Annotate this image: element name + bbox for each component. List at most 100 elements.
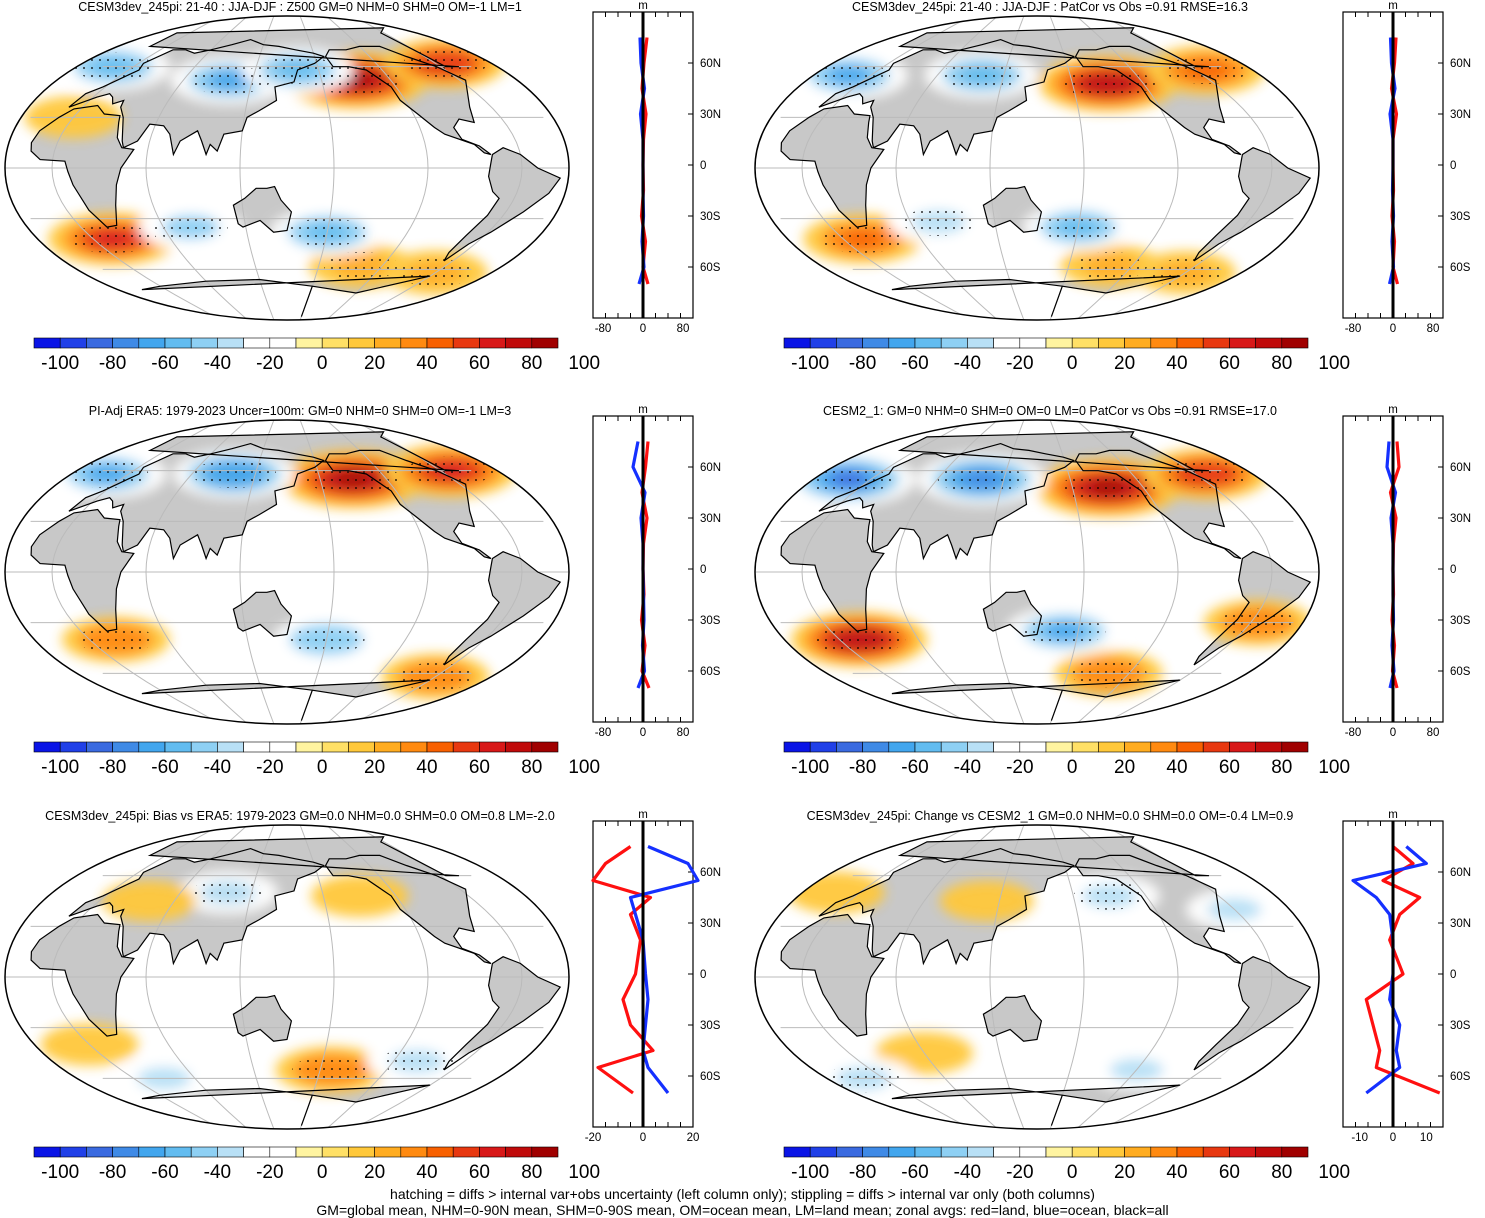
colorbar-label: 60 <box>1219 1162 1240 1183</box>
graticule-lon <box>326 16 429 320</box>
world-map <box>4 15 570 321</box>
zonal-lat-label: 30S <box>700 615 721 627</box>
colorbar-swatch <box>138 1146 166 1158</box>
map-border <box>4 419 570 725</box>
graticule-lon <box>989 16 1025 320</box>
zonal-lat-label: 60S <box>700 262 721 274</box>
coastline-eurasia <box>68 442 325 561</box>
stippling-8 <box>902 208 975 237</box>
colorbar-swatch <box>452 337 480 349</box>
colorbar-swatch <box>348 741 375 753</box>
colorbar-swatch <box>914 1146 942 1158</box>
zonal-lat-label: 30N <box>1450 109 1471 121</box>
map-body <box>755 825 1319 1129</box>
colorbar-swatch <box>426 741 454 753</box>
colorbar-label: 0 <box>1067 353 1078 374</box>
colorbar-label: -80 <box>99 1162 126 1183</box>
land-greenland <box>150 836 459 876</box>
colorbar-swatch <box>86 741 113 753</box>
zonal-lat-label: 60S <box>700 666 721 678</box>
zonal-mean-plot: m -80 0 80 60N 30N 0 30S 60S <box>592 0 721 335</box>
stippling-0 <box>1073 881 1146 910</box>
graticule-lon <box>1102 825 1273 1129</box>
colorbar-swatch <box>1045 337 1073 349</box>
panel-title: CESM3dev_245pi: 21-40 : JJA-DJF : Z500 G… <box>78 0 522 14</box>
coastline-africa <box>30 104 135 228</box>
zonal-x-tick-label: 80 <box>677 323 690 335</box>
coastline-antarctica <box>141 275 431 317</box>
colorbar-swatch <box>1045 741 1073 753</box>
coastline-australia <box>232 994 293 1042</box>
colorbar-label: -60 <box>901 757 928 778</box>
colorbar-label: 60 <box>1219 353 1240 374</box>
colorbar-swatch <box>295 337 323 349</box>
colorbar-label: 40 <box>416 353 437 374</box>
land-africa <box>781 509 884 632</box>
colorbar-swatch <box>33 337 61 349</box>
panel-title: PI-Adj ERA5: 1979-2023 Uncer=100m: GM=0 … <box>88 404 512 418</box>
colorbar-label: -40 <box>204 1162 231 1183</box>
coastline-australia <box>232 589 293 637</box>
zonal-lat-label: 60N <box>1450 867 1471 879</box>
graticule-lon <box>1102 16 1273 320</box>
world-map <box>754 15 1320 321</box>
colorbar-label: 20 <box>1114 353 1135 374</box>
colorbar-swatch <box>914 741 942 753</box>
colorbar-swatch <box>862 337 890 349</box>
coastline-south-america <box>443 956 562 1071</box>
colorbar-swatch <box>59 337 87 349</box>
colorbar-swatch <box>505 741 533 753</box>
zonal-mean-plot: m -10 0 10 60N 30N 0 30S 60S <box>1342 809 1471 1144</box>
colorbar-swatch <box>1202 741 1230 753</box>
colorbar-swatch <box>531 741 559 753</box>
colorbar-swatch <box>452 741 480 753</box>
colorbar-swatch <box>1255 741 1283 753</box>
coastline-greenland <box>897 836 1210 877</box>
colorbar-label: -100 <box>791 757 829 778</box>
zonal-lat-label: 30S <box>1450 211 1471 223</box>
stippling-1 <box>191 878 264 907</box>
zonal-x-tick-label: 0 <box>640 1132 646 1144</box>
land-australia <box>233 995 292 1042</box>
zonal-lat-label: 60N <box>700 867 721 879</box>
zonal-x-tick-label: -80 <box>595 727 612 739</box>
stippling-2 <box>192 460 277 489</box>
zonal-x-tick-label: 20 <box>687 1132 700 1144</box>
colorbar-label: -60 <box>151 757 178 778</box>
colorbar-swatch <box>531 337 559 349</box>
footer-note-1: hatching = diffs > internal var+obs unce… <box>390 1186 1095 1202</box>
colorbar-label: -100 <box>41 1162 79 1183</box>
colorbar-swatch <box>888 337 916 349</box>
graticule-lon <box>239 420 275 724</box>
colorbar-swatch <box>321 337 349 349</box>
colorbar-label: -80 <box>99 353 126 374</box>
zonal-lat-label: 0 <box>700 969 706 981</box>
colorbar-swatch <box>1281 337 1309 349</box>
zonal-x-tick-label: 0 <box>1390 323 1396 335</box>
zonal-unit-label: m <box>1388 404 1398 416</box>
colorbar-swatch <box>1124 1146 1152 1158</box>
graticule-lon <box>145 16 248 320</box>
coastline-antarctica <box>141 679 431 721</box>
colorbar-label: -100 <box>791 353 829 374</box>
map-border <box>754 824 1320 1130</box>
colorbar-swatch <box>940 337 968 349</box>
colorbar-swatch <box>1255 337 1283 349</box>
colorbar-label: 100 <box>1318 353 1350 374</box>
land-australia <box>983 995 1042 1042</box>
coastline-north-america <box>1074 45 1242 156</box>
colorbar-label: -40 <box>204 757 231 778</box>
coastline-antarctica <box>891 679 1181 721</box>
map-body <box>5 420 569 724</box>
coastline-antarctica <box>141 1084 431 1126</box>
colorbar-label: 20 <box>1114 1162 1135 1183</box>
stippling-2 <box>937 465 1026 494</box>
anomaly-2-level-1 <box>961 889 1013 913</box>
colorbar-swatch <box>505 337 533 349</box>
graticule-lon <box>989 420 1025 724</box>
colorbar-label: -20 <box>256 757 283 778</box>
zonal-x-tick-label: -80 <box>1345 727 1362 739</box>
colorbar-swatch <box>1071 337 1099 349</box>
colorbar-swatch <box>940 1146 968 1158</box>
colorbar-swatch <box>1229 1146 1256 1158</box>
